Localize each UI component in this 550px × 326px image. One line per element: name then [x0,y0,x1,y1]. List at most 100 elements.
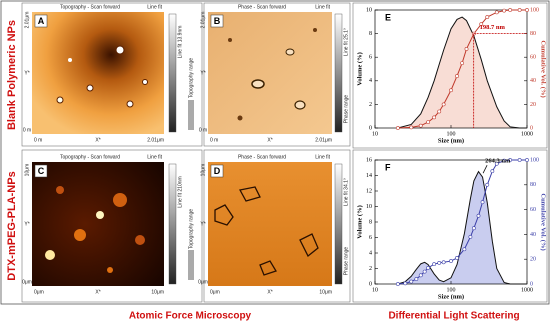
y2-tick-label: 60 [530,55,536,61]
x-axis-label: 2.01μm [315,137,332,143]
panel-letter-box [34,14,48,28]
row-label: DTX-mPEG-PLA-NPs [6,171,18,280]
y-tick-label: 4 [369,250,372,256]
panel-fit: Line fit [315,154,330,160]
annotation: 198.7 nm [480,24,506,31]
x-axis-label: 10μm [319,289,332,295]
panel-letter: A [38,16,45,26]
x-axis-title: Size (nm) [438,293,464,300]
marker [432,115,437,120]
marker [455,256,459,260]
y-tick-label: 2 [369,266,372,272]
panel-letter: B [214,16,221,26]
panel-title: Phase - Scan forward [238,154,286,160]
afm-image-b [208,12,332,134]
y2-tick-label: 0 [530,281,533,287]
marker [485,15,490,19]
marker [449,88,453,93]
marker [494,161,499,166]
marker [490,169,495,174]
panel-letter: D [214,166,221,176]
y-axis-label: 2.01μm [200,12,206,29]
y-axis-label: Y* [24,221,29,227]
marker [455,74,459,78]
x-tick-label: 1000 [521,287,533,293]
panel-letter: E [385,12,391,22]
y-tick-label: 0 [369,125,372,131]
marker [525,158,529,162]
x-tick-label: 1000 [521,131,533,137]
x-axis-title: Size (nm) [438,137,464,144]
y-axis-title: Volume (%) [356,205,363,239]
marker [409,125,414,130]
marker [462,247,467,252]
y2-tick-label: 80 [530,182,536,188]
y2-tick-label: 100 [530,7,539,13]
marker [508,158,513,162]
y-tick-label: 2 [369,102,372,108]
y2-axis-title: Cumulative Vol. (%) [540,193,547,250]
y-axis-title: Volume (%) [356,52,363,86]
panel-title: Topography - Scan forward [60,154,120,160]
series-line [397,16,527,129]
annotation: 264.3 nm [485,158,511,165]
x-axis-label: X* [95,289,100,295]
marker [485,182,490,187]
y-tick-label: 14 [366,173,372,179]
marker [418,123,423,128]
marker [502,158,507,163]
footer-label: Atomic Force Microscopy [129,311,252,322]
marker [525,8,529,12]
range-label: Phase range [343,95,349,124]
range-label: Topography range [188,58,194,99]
marker [494,10,499,15]
y-tick-label: 10 [366,204,372,210]
y-axis-label: 10μm [24,164,30,177]
x-tick-label: 100 [447,287,456,293]
y-axis-label: Y* [24,70,29,76]
marker [437,109,442,114]
panel-fit: Line fit [147,154,162,160]
range-label: Topography range [188,209,194,250]
bar-label: Line fit 34.1° [343,178,349,206]
y-axis-label: 2.01μm [24,12,30,29]
marker [403,281,408,286]
marker [432,262,437,267]
y-tick-label: 10 [366,7,372,13]
y-tick-label: 4 [369,78,372,84]
x-axis-label: X* [267,137,272,143]
y-axis-label: 0μm [22,279,32,285]
panel-letter-box [34,164,48,178]
y-axis-label: 10μm [200,164,206,177]
marker [502,8,507,13]
marker [508,8,513,12]
marker [414,277,419,281]
y-tick-label: 16 [366,157,372,163]
marker [468,234,473,239]
x-axis-label: 0μm [34,289,44,295]
y2-axis-title: Cumulative Vol. (%) [540,40,547,97]
x-axis-label: 0 m [34,137,42,143]
y2-tick-label: 0 [530,125,533,131]
frame [0,0,550,305]
marker [460,61,465,66]
bar-label: Line fit 13.9nm [177,26,183,59]
afm-image-d [208,162,332,286]
x-axis-label: X* [267,289,272,295]
panel-letter-box [210,14,224,28]
marker [418,273,423,278]
range-label: Phase range [343,247,349,276]
marker [449,259,453,263]
y-axis-label: Y* [200,221,205,227]
x-axis-label: 10μm [151,289,164,295]
marker [441,260,446,265]
y-tick-label: 8 [369,219,372,225]
marker [517,158,522,162]
bar-label: Line fit 210nm [177,176,183,207]
plot-frame [374,159,528,285]
marker [409,279,414,284]
row-label: Blank Polymeric NPs [6,20,18,130]
afm-image-c [32,162,164,286]
footer-label: Differential Light Scattering [388,311,519,322]
